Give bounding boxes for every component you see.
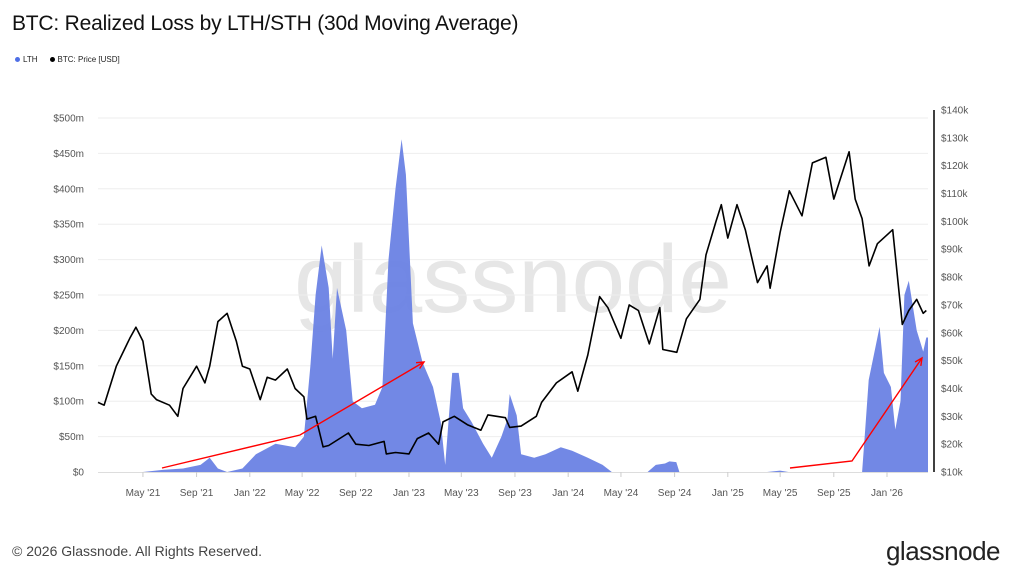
y-left-tick-label: $500m	[53, 114, 84, 125]
y-right-tick-label: $70k	[941, 300, 964, 311]
x-tick-label: Jan '26	[871, 488, 903, 499]
y-right-tick-label: $10k	[941, 468, 964, 479]
y-right-tick-label: $20k	[941, 440, 964, 451]
copyright: © 2026 Glassnode. All Rights Reserved.	[12, 543, 263, 559]
x-tick-label: Sep '22	[339, 488, 373, 499]
x-tick-label: Sep '25	[817, 488, 851, 499]
x-tick-label: May '24	[604, 488, 639, 499]
arrowhead-icon	[415, 361, 426, 370]
y-left-tick-label: $250m	[53, 291, 84, 302]
legend-item-price[interactable]: BTC: Price [USD]	[49, 55, 120, 64]
y-right-tick-label: $60k	[941, 328, 964, 339]
annotation-arrow	[789, 357, 923, 469]
lth-swatch-icon	[15, 57, 20, 63]
y-right-tick-label: $110k	[941, 189, 969, 200]
x-tick-label: May '25	[763, 488, 798, 499]
lth-area	[98, 139, 928, 472]
glassnode-logo: glassnode	[885, 536, 1001, 566]
legend: LTH BTC: Price [USD]	[15, 55, 120, 64]
y-right-tick-label: $80k	[941, 273, 964, 284]
price-line	[97, 151, 927, 455]
x-tick-label: Jan '23	[393, 488, 425, 499]
annotation-arrow	[161, 361, 425, 469]
arrowhead-icon	[914, 356, 923, 367]
legend-item-lth[interactable]: LTH	[15, 55, 38, 64]
y-right-tick-label: $50k	[941, 356, 964, 367]
y-right-tick-label: $30k	[941, 412, 964, 423]
y-left-tick-label: $50m	[59, 432, 84, 443]
x-tick-label: Jan '22	[234, 488, 266, 499]
x-tick-label: Sep '21	[180, 488, 214, 499]
y-left-tick-label: $100m	[53, 397, 84, 408]
x-tick-label: May '21	[126, 488, 161, 499]
watermark: glassnode	[294, 226, 732, 333]
y-left-tick-label: $0	[73, 468, 85, 479]
x-tick-label: Jan '24	[552, 488, 584, 499]
x-tick-label: May '23	[444, 488, 479, 499]
legend-label-lth: LTH	[23, 55, 38, 64]
y-left-tick-label: $400m	[53, 184, 84, 195]
chart-title: BTC: Realized Loss by LTH/STH (30d Movin…	[12, 12, 519, 35]
y-right-tick-label: $130k	[941, 133, 969, 144]
price-swatch-icon	[49, 57, 55, 63]
y-right-tick-label: $100k	[941, 217, 969, 228]
x-tick-label: Sep '24	[658, 488, 692, 499]
y-right-tick-label: $140k	[941, 106, 969, 117]
x-tick-label: May '22	[285, 488, 320, 499]
x-tick-label: Jan '25	[712, 488, 744, 499]
y-right-tick-label: $120k	[941, 161, 969, 172]
y-left-tick-label: $150m	[53, 361, 84, 372]
y-left-tick-label: $200m	[53, 326, 84, 337]
y-left-tick-label: $300m	[53, 255, 84, 266]
x-tick-label: Sep '23	[498, 488, 532, 499]
y-right-tick-label: $40k	[941, 384, 964, 395]
y-left-tick-label: $350m	[53, 220, 84, 231]
legend-label-price: BTC: Price [USD]	[57, 55, 120, 64]
y-left-tick-label: $450m	[53, 149, 84, 160]
y-right-tick-label: $90k	[941, 245, 964, 256]
